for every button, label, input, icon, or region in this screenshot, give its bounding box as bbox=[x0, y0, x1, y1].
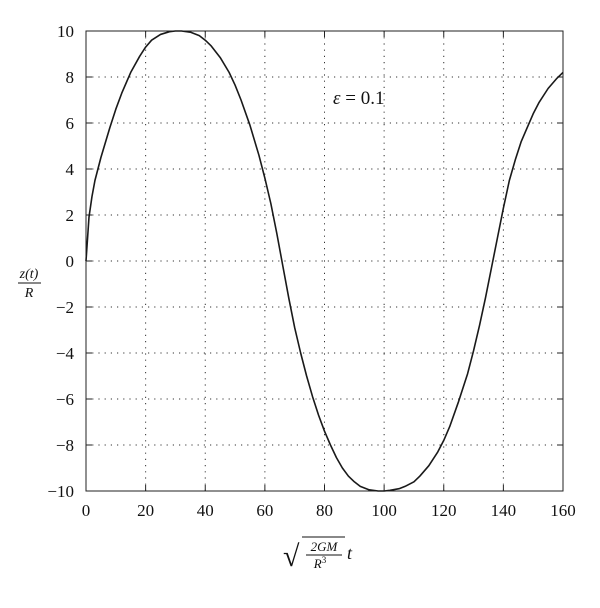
epsilon-value: = 0.1 bbox=[341, 88, 385, 109]
x-tick-labels: 0 20 40 60 80 100 120 140 160 bbox=[82, 501, 576, 520]
y-axis-label-denominator: R bbox=[24, 286, 34, 301]
x-tick-label: 100 bbox=[371, 501, 397, 520]
x-tick-label: 80 bbox=[316, 501, 333, 520]
x-tick-label: 120 bbox=[431, 501, 457, 520]
y-tick-label: 10 bbox=[57, 22, 74, 41]
y-tick-label: −4 bbox=[56, 344, 75, 363]
x-axis-label-denominator: R3 bbox=[313, 555, 327, 571]
x-axis-label-denominator-base: R bbox=[313, 556, 322, 571]
x-tick-label: 60 bbox=[256, 501, 273, 520]
y-axis-label-numerator: z(t) bbox=[19, 267, 39, 282]
x-tick-label: 160 bbox=[550, 501, 576, 520]
x-axis-label-variable: t bbox=[347, 543, 353, 563]
epsilon-symbol: ε bbox=[333, 88, 341, 109]
tick-marks bbox=[85, 30, 564, 492]
y-tick-label: −6 bbox=[56, 390, 74, 409]
x-tick-label: 140 bbox=[491, 501, 517, 520]
y-tick-label: −10 bbox=[47, 482, 74, 501]
y-tick-label: 8 bbox=[66, 68, 75, 87]
x-tick-label: 40 bbox=[197, 501, 214, 520]
y-tick-label: −8 bbox=[56, 436, 74, 455]
grid-lines bbox=[86, 31, 563, 491]
x-axis-label-denominator-exp: 3 bbox=[322, 555, 327, 565]
y-tick-label: 0 bbox=[66, 252, 75, 271]
y-axis-label: z(t) R bbox=[18, 267, 41, 301]
y-tick-label: 4 bbox=[66, 160, 75, 179]
series-line bbox=[85, 30, 564, 492]
x-axis-label: √ 2GM R3 t bbox=[283, 536, 353, 573]
x-tick-label: 0 bbox=[82, 501, 91, 520]
x-axis-label-radical: √ bbox=[283, 540, 300, 573]
y-tick-label: −2 bbox=[56, 298, 74, 317]
x-axis-label-numerator: 2GM bbox=[311, 539, 339, 554]
y-tick-label: 6 bbox=[66, 114, 75, 133]
y-tick-labels: 10 8 6 4 2 0 −2 −4 −6 −8 −10 bbox=[47, 22, 74, 501]
x-tick-label: 20 bbox=[137, 501, 154, 520]
epsilon-annotation: ε = 0.1 bbox=[333, 88, 384, 109]
y-tick-label: 2 bbox=[66, 206, 75, 225]
